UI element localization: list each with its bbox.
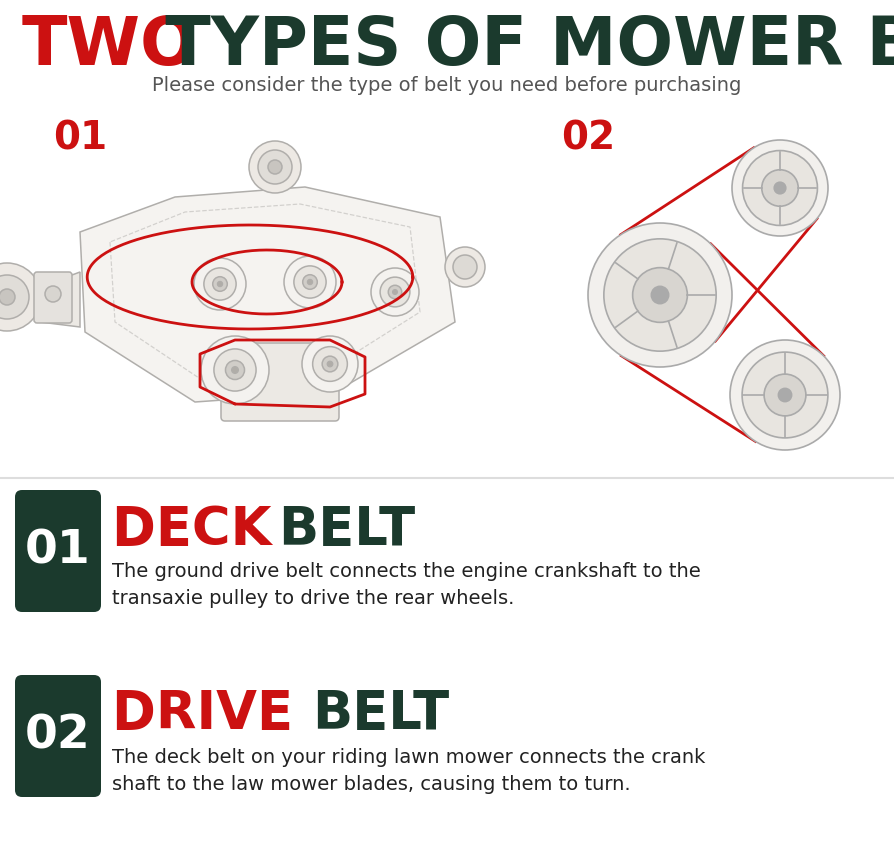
Circle shape	[268, 160, 282, 174]
Circle shape	[327, 361, 333, 367]
Circle shape	[213, 276, 227, 291]
FancyBboxPatch shape	[221, 343, 339, 421]
Circle shape	[764, 374, 805, 416]
Text: Please consider the type of belt you need before purchasing: Please consider the type of belt you nee…	[152, 75, 742, 94]
FancyBboxPatch shape	[15, 490, 101, 612]
Circle shape	[217, 282, 223, 287]
Circle shape	[284, 256, 336, 308]
Circle shape	[313, 347, 348, 382]
Text: BELT: BELT	[312, 688, 449, 740]
Text: 01: 01	[25, 528, 91, 574]
Circle shape	[0, 275, 29, 319]
FancyBboxPatch shape	[34, 272, 72, 323]
Text: TYPES OF MOWER BELTS: TYPES OF MOWER BELTS	[142, 13, 894, 79]
Circle shape	[445, 247, 485, 287]
Text: The ground drive belt connects the engine crankshaft to the
transaxie pulley to : The ground drive belt connects the engin…	[112, 562, 701, 609]
Circle shape	[762, 169, 798, 206]
Circle shape	[633, 268, 687, 323]
Circle shape	[380, 277, 409, 307]
Circle shape	[45, 286, 61, 302]
Circle shape	[388, 285, 401, 299]
Circle shape	[730, 340, 840, 450]
Polygon shape	[80, 187, 455, 402]
Circle shape	[258, 150, 292, 184]
Circle shape	[201, 336, 269, 404]
Circle shape	[322, 356, 338, 372]
Circle shape	[0, 263, 41, 331]
Circle shape	[232, 366, 239, 373]
Circle shape	[204, 268, 236, 300]
Circle shape	[603, 239, 716, 351]
Text: DECK: DECK	[112, 504, 290, 556]
Circle shape	[652, 287, 669, 304]
Circle shape	[194, 258, 246, 310]
Text: 02: 02	[25, 714, 91, 758]
Circle shape	[0, 289, 15, 305]
Circle shape	[302, 336, 358, 392]
Text: TWO: TWO	[22, 13, 198, 79]
Circle shape	[303, 275, 317, 289]
Circle shape	[294, 266, 326, 298]
FancyBboxPatch shape	[15, 675, 101, 797]
Circle shape	[249, 141, 301, 193]
Circle shape	[588, 223, 732, 367]
Circle shape	[371, 268, 419, 316]
Circle shape	[392, 289, 398, 294]
Text: DRIVE: DRIVE	[112, 688, 311, 740]
Text: 01: 01	[53, 119, 107, 157]
Circle shape	[453, 255, 477, 279]
Circle shape	[742, 352, 828, 438]
Circle shape	[308, 279, 313, 284]
Circle shape	[225, 360, 245, 379]
Circle shape	[732, 140, 828, 236]
Polygon shape	[25, 272, 80, 327]
Text: The deck belt on your riding lawn mower connects the crank
shaft to the law mowe: The deck belt on your riding lawn mower …	[112, 748, 705, 794]
Circle shape	[743, 151, 817, 225]
Text: BELT: BELT	[278, 504, 415, 556]
Circle shape	[774, 182, 786, 193]
Circle shape	[214, 349, 256, 391]
Text: 02: 02	[561, 119, 615, 157]
Circle shape	[779, 389, 791, 401]
